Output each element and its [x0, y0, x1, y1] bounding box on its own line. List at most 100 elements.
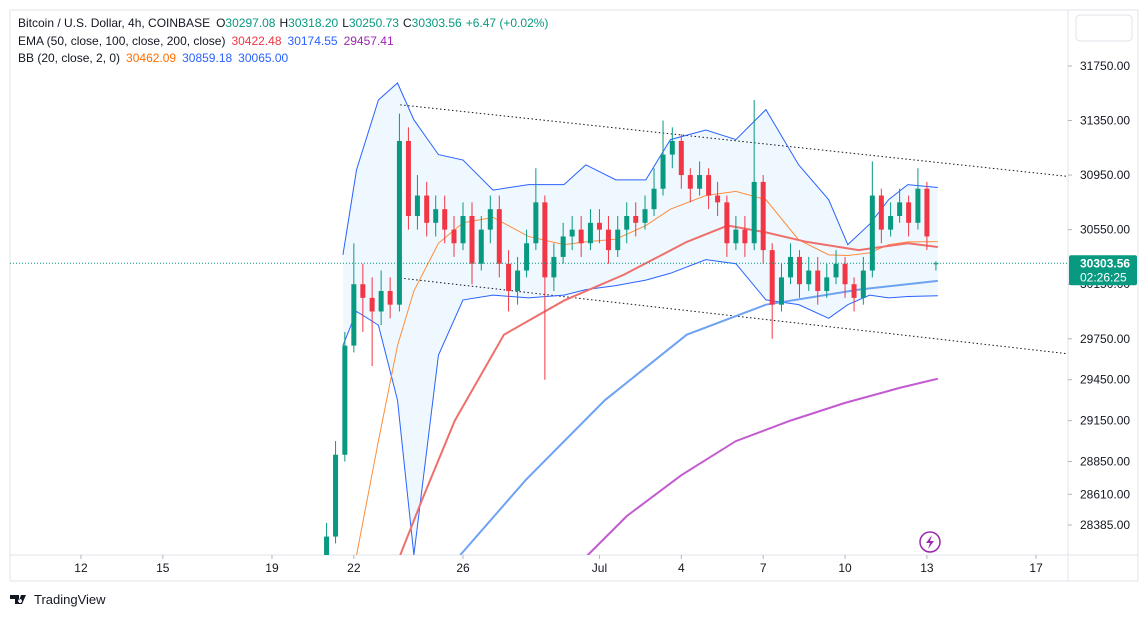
ohlc-value: 30318.20 [288, 16, 338, 30]
indicator-value: 30422.48 [231, 34, 281, 48]
symbol-legend: Bitcoin / U.S. Dollar, 4h, COINBASE O3029… [18, 16, 548, 30]
x-tick-label: 10 [838, 561, 852, 575]
indicator-line [399, 224, 938, 555]
candle-body [551, 256, 557, 278]
candle-body [769, 250, 775, 305]
candle-body [342, 345, 348, 455]
last-price-box [1069, 255, 1137, 286]
y-tick-label: 31750.00 [1080, 59, 1130, 73]
tv-logo [10, 595, 26, 604]
indicator-value: 30859.18 [182, 51, 232, 65]
candle-body [778, 277, 784, 305]
candle-body [678, 140, 684, 176]
indicator-label: EMA (50, close, 100, close, 200, close) [18, 34, 225, 48]
candle-body [506, 263, 512, 292]
indicator-line [586, 377, 939, 555]
candle-body [624, 215, 630, 230]
plot-area [10, 82, 1068, 555]
candle-body [369, 297, 375, 312]
y-tick-label: 30550.00 [1080, 223, 1130, 237]
change: +6.47 (+0.02%) [466, 16, 549, 30]
candle-body [487, 209, 493, 230]
candle-body [469, 215, 475, 264]
candle-body [833, 263, 839, 278]
candle-body [915, 188, 921, 223]
indicator-value: 30065.00 [238, 51, 288, 65]
y-tick-label: 29450.00 [1080, 373, 1130, 387]
candle-body [533, 202, 539, 244]
candle-body [924, 188, 930, 237]
candle-body [414, 195, 420, 216]
candle-body [897, 202, 903, 216]
scale-button[interactable] [1075, 14, 1133, 42]
ohlc-value: 30250.73 [349, 16, 399, 30]
indicator-label: BB (20, close, 2, 0) [18, 51, 120, 65]
x-tick-label: 19 [265, 561, 279, 575]
y-tick-label: 28850.00 [1080, 455, 1130, 469]
candle-body [851, 284, 857, 298]
x-tick-label: 26 [456, 561, 470, 575]
y-tick-label: 30950.00 [1080, 168, 1130, 182]
candle-body [387, 291, 393, 305]
candle-body [633, 215, 639, 223]
countdown: 02:26:25 [1080, 270, 1127, 284]
candle-body [706, 175, 712, 196]
candle-body [360, 284, 366, 298]
candle-body [578, 229, 584, 244]
candle-body [660, 154, 666, 189]
x-tick-label: 22 [347, 561, 361, 575]
candle-body [405, 140, 411, 216]
candle-body [333, 454, 339, 537]
indicator-legend: EMA (50, close, 100, close, 200, close) 3… [18, 34, 394, 48]
indicator-line [459, 279, 938, 555]
candle-body [324, 536, 330, 555]
y-tick-label: 29150.00 [1080, 414, 1130, 428]
candle-body [933, 263, 939, 265]
candle-body [733, 229, 739, 244]
candle-body [642, 209, 648, 223]
candle-body [496, 209, 502, 264]
candle-body [860, 270, 866, 298]
candle-body [669, 140, 675, 155]
candle-body [478, 229, 484, 264]
ohlc-key: H [279, 16, 288, 30]
x-tick-label: 4 [678, 561, 685, 575]
candle-body [715, 195, 721, 203]
candle-body [442, 209, 448, 230]
candle-body [906, 202, 912, 223]
brand: TradingView [34, 592, 106, 607]
candle-body [605, 229, 611, 251]
candle-body [697, 175, 703, 189]
events-icon[interactable] [919, 531, 941, 553]
x-tick-label: 15 [156, 561, 170, 575]
candle-body [878, 195, 884, 230]
candle-body [815, 270, 821, 292]
ohlc-value: 30303.56 [412, 16, 462, 30]
indicator-value: 30462.09 [126, 51, 176, 65]
candle-body [760, 181, 766, 251]
y-tick-label: 28610.00 [1080, 487, 1130, 501]
candle-body [515, 270, 521, 292]
last-price-label: 30303.56 [1080, 256, 1130, 270]
candle-body [424, 195, 430, 223]
candle-body [378, 291, 384, 312]
ohlc-value: 30297.08 [225, 16, 275, 30]
candle-body [587, 222, 593, 244]
candle-body [569, 229, 575, 237]
candle-body [596, 222, 602, 230]
candle-body [460, 215, 466, 244]
candle-body [806, 270, 812, 285]
x-tick-label: 17 [1029, 561, 1043, 575]
indicator-legend: BB (20, close, 2, 0) 30462.09 30859.18 3006… [18, 51, 289, 65]
x-tick-label: 13 [920, 561, 934, 575]
y-tick-label: 31350.00 [1080, 114, 1130, 128]
candle-body [724, 202, 730, 244]
candle-body [615, 229, 621, 251]
indicator-line [356, 190, 938, 555]
indicator-value: 30174.55 [288, 34, 338, 48]
y-tick-label: 29750.00 [1080, 332, 1130, 346]
axes: 31750.0031350.0030950.0030550.0030150.00… [74, 59, 1137, 575]
candle-body [560, 236, 566, 257]
ohlc-key: C [403, 16, 412, 30]
candle-body [742, 229, 748, 244]
